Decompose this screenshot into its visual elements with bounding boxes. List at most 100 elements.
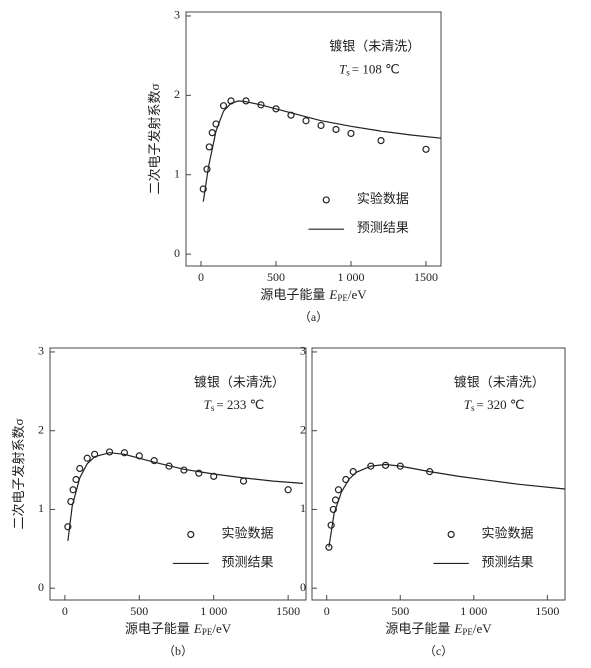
data-point — [302, 117, 310, 125]
x-axis-label: 源电子能量 EPE/eV — [125, 621, 232, 637]
caption: （a） — [299, 310, 328, 324]
data-point — [210, 472, 218, 480]
legend-label: 实验数据 — [222, 525, 274, 540]
x-label-subscript: PE — [202, 627, 213, 637]
x-tick-label: 1 000 — [338, 270, 365, 284]
data-point — [205, 143, 213, 151]
data-point — [332, 125, 340, 134]
temp-value: = 108 ℃ — [352, 61, 400, 76]
caption: （b） — [163, 644, 193, 658]
x-tick-label: 0 — [324, 604, 330, 618]
x-tick-label: 1500 — [414, 270, 438, 284]
x-axis-label: 源电子能量 EPE/eV — [260, 287, 367, 303]
legend-label: 实验数据 — [482, 525, 534, 540]
x-label-symbol: E — [193, 621, 202, 636]
plot-frame — [311, 347, 566, 601]
y-tick-label: 1 — [174, 166, 180, 180]
temp-symbol: T — [464, 397, 472, 412]
y-tick-label: 3 — [38, 344, 44, 358]
annotation-temp: Ts = 108 ℃ — [339, 61, 400, 77]
data-point — [334, 486, 343, 494]
data-point — [150, 457, 158, 465]
data-point — [72, 475, 80, 484]
annotation: 镀银（未清洗） — [194, 374, 285, 389]
x-label-subscript: PE — [462, 627, 473, 637]
annotation: 镀银（未清洗） — [329, 39, 420, 54]
x-tick-label: 1 000 — [460, 604, 487, 618]
data-point — [208, 129, 216, 137]
data-point — [347, 129, 355, 138]
y-tick-label: 3 — [300, 344, 306, 358]
y-tick-label: 2 — [300, 422, 306, 436]
temp-subscript: s — [471, 403, 475, 413]
x-label-symbol: E — [453, 621, 462, 636]
data-point — [195, 469, 203, 477]
x-tick-label: 500 — [391, 604, 409, 618]
plot-frame — [49, 347, 307, 601]
y-axis-label: 二次电子发射系数σ — [147, 83, 162, 194]
legend-label: 预测结果 — [482, 554, 534, 569]
y-axis-label: 二次电子发射系数σ — [11, 418, 26, 529]
x-label-unit: /eV — [348, 287, 367, 302]
legend-marker — [447, 530, 455, 539]
y-tick-label: 0 — [174, 246, 180, 260]
y-tick-label: 1 — [300, 501, 306, 515]
x-tick-label: 0 — [198, 270, 204, 284]
data-point — [199, 185, 207, 193]
legend-label: 预测结果 — [357, 220, 409, 235]
y-tick-label: 0 — [300, 580, 306, 594]
temp-subscript: s — [346, 67, 350, 77]
data-point — [377, 136, 385, 145]
y-tick-label: 3 — [174, 8, 180, 22]
data-point — [272, 105, 280, 113]
legend-marker — [187, 530, 195, 539]
x-tick-label: 1500 — [535, 604, 559, 618]
data-point — [203, 165, 211, 173]
annotation-temp: Ts = 233 ℃ — [204, 397, 265, 413]
prediction-line — [328, 463, 566, 548]
data-point — [422, 145, 430, 153]
data-point — [76, 464, 84, 473]
data-point — [284, 486, 292, 494]
data-point — [219, 102, 228, 110]
prediction-line — [202, 100, 442, 202]
data-point — [69, 486, 77, 494]
data-point — [83, 454, 91, 462]
y-tick-label: 1 — [38, 501, 44, 515]
y-tick-label: 0 — [38, 580, 44, 594]
x-label-symbol: E — [328, 287, 337, 302]
temp-symbol: T — [204, 397, 212, 412]
x-label-unit: /eV — [473, 621, 492, 636]
x-label-unit: /eV — [212, 621, 231, 636]
annotation: 镀银（未清洗） — [454, 374, 545, 389]
x-label-text: 源电子能量 — [385, 621, 450, 636]
data-point — [135, 452, 143, 460]
x-axis-label: 源电子能量 EPE/eV — [385, 621, 492, 637]
data-point — [120, 449, 129, 457]
data-point — [329, 505, 337, 514]
x-tick-label: 500 — [130, 604, 148, 618]
plot-frame — [185, 11, 442, 267]
x-tick-label: 0 — [62, 604, 68, 618]
x-label-text: 源电子能量 — [125, 621, 190, 636]
data-point — [239, 477, 248, 485]
x-label-text: 源电子能量 — [260, 287, 325, 302]
x-tick-label: 500 — [267, 270, 285, 284]
x-tick-label: 1 000 — [200, 604, 227, 618]
data-point — [317, 121, 325, 130]
temp-value: = 320 ℃ — [477, 397, 525, 412]
prediction-line — [67, 452, 304, 541]
legend-label: 实验数据 — [357, 191, 409, 206]
temp-value: = 233 ℃ — [216, 397, 264, 412]
x-label-subscript: PE — [337, 293, 348, 303]
legend-marker — [322, 196, 330, 204]
temp-symbol: T — [339, 61, 347, 76]
legend-label: 预测结果 — [222, 554, 274, 569]
annotation-temp: Ts = 320 ℃ — [464, 397, 525, 413]
caption: （c） — [424, 644, 453, 658]
data-point — [105, 448, 114, 456]
data-point — [64, 523, 72, 531]
y-tick-label: 2 — [38, 422, 44, 436]
y-tick-label: 2 — [174, 87, 180, 101]
